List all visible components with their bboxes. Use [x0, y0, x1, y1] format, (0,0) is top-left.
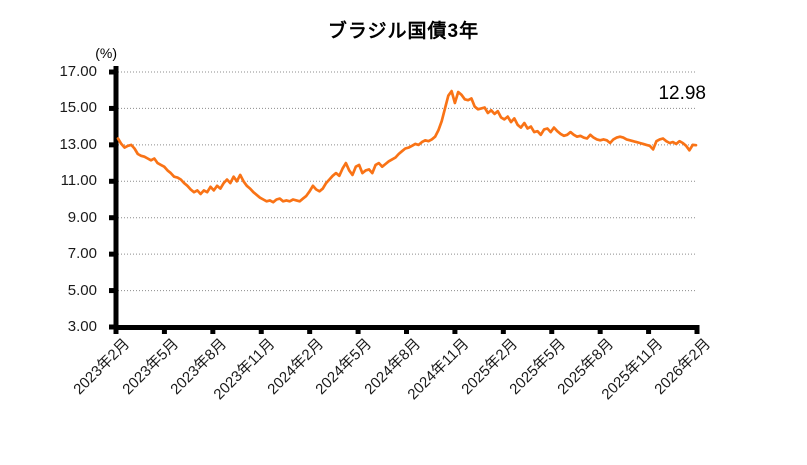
- x-tick-mark: [500, 325, 506, 334]
- x-tick-mark: [404, 325, 409, 334]
- y-tick-label: 15.00: [59, 99, 97, 117]
- x-tick-mark: [307, 325, 313, 334]
- x-tick-mark: [452, 325, 458, 334]
- x-tick-mark: [113, 325, 119, 334]
- x-tick-mark: [258, 325, 264, 334]
- price-line: [116, 89, 698, 204]
- y-axis-unit-label: (%): [95, 45, 117, 61]
- x-tick-mark: [694, 325, 700, 334]
- y-tick-label: 11.00: [60, 172, 97, 190]
- y-tick-label: 3.00: [67, 318, 97, 335]
- latest-value-label: 12.98: [658, 83, 706, 104]
- y-tick-mark: [109, 105, 118, 111]
- chart-title: ブラジル国債3年: [327, 21, 480, 42]
- y-tick-label: 7.00: [67, 245, 97, 263]
- x-tick-mark: [597, 325, 603, 334]
- y-tick-label: 13.00: [59, 135, 97, 153]
- y-axis-line: [113, 66, 119, 330]
- y-tick-mark: [109, 142, 118, 148]
- y-tick-mark: [109, 251, 118, 257]
- y-tick-mark: [109, 288, 118, 294]
- x-tick-mark: [646, 325, 652, 334]
- y-tick-mark: [109, 215, 118, 221]
- y-tick-label: 17.00: [59, 63, 97, 80]
- y-tick-mark: [109, 178, 118, 184]
- x-tick-mark: [161, 325, 167, 334]
- y-tick-label: 9.00: [67, 208, 97, 226]
- y-tick-label: 5.00: [67, 281, 97, 299]
- x-tick-mark: [549, 325, 555, 334]
- y-tick-mark: [109, 69, 118, 75]
- x-tick-mark: [210, 325, 216, 334]
- x-tick-mark: [355, 325, 361, 334]
